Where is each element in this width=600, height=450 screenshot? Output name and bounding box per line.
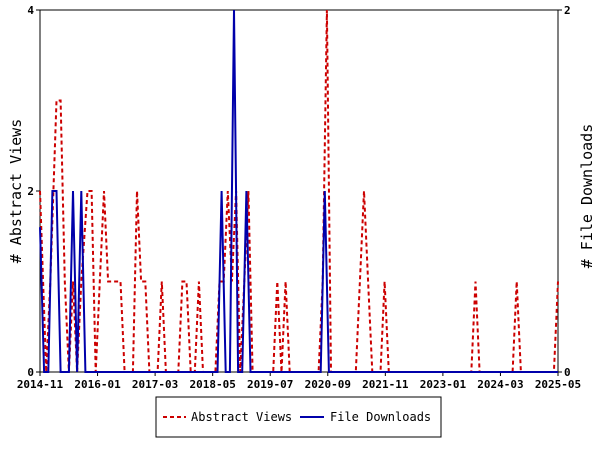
x-tick-label: 2023-01 <box>420 378 467 391</box>
x-tick-label: 2019-07 <box>247 378 293 391</box>
x-tick-label: 2018-05 <box>189 378 235 391</box>
x-tick-label: 2025-05 <box>535 378 581 391</box>
y-left-tick-label: 0 <box>27 366 34 379</box>
plot-area <box>39 9 559 373</box>
x-tick-label: 2014-11 <box>17 378 64 391</box>
y-right-tick-label: 0 <box>564 366 571 379</box>
axis-ticks: 0 2 4 0 2 2014-11 2016-01 2017-03 2018-05 2019-07… <box>17 4 581 391</box>
y-left-axis-title: # Abstract Views <box>7 119 25 264</box>
legend: Abstract Views File Downloads <box>155 396 442 438</box>
legend-box <box>155 396 442 438</box>
x-tick-label: 2020-09 <box>305 378 351 391</box>
y-left-tick-label: 4 <box>27 4 34 17</box>
y-left-tick-label: 2 <box>27 185 34 198</box>
legend-abstract-views-label: Abstract Views <box>191 410 292 424</box>
x-tick-label: 2024-03 <box>477 378 523 391</box>
series-layer <box>39 9 559 373</box>
series-line-1 <box>39 9 558 373</box>
y-right-tick-label: 2 <box>564 4 571 17</box>
x-tick-label: 2016-01 <box>74 378 121 391</box>
x-tick-label: 2017-03 <box>132 378 178 391</box>
legend-file-downloads-label: File Downloads <box>330 410 431 424</box>
y-right-axis-title: # File Downloads <box>578 124 596 269</box>
x-tick-label: 2021-11 <box>362 378 409 391</box>
